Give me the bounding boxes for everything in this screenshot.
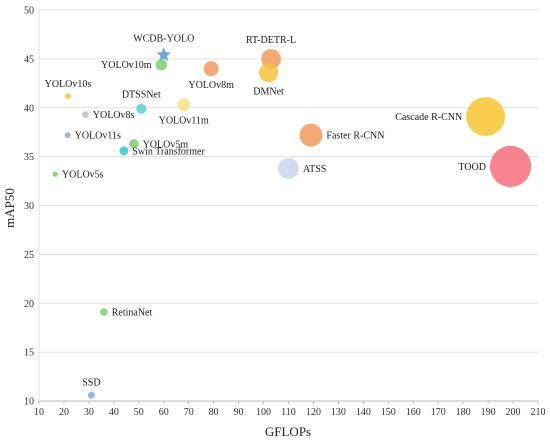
point-marker	[64, 132, 71, 139]
x-tick-label: 80	[209, 407, 219, 418]
y-tick-label: 45	[24, 54, 34, 65]
point-marker	[119, 146, 129, 156]
data-points	[52, 47, 532, 399]
y-tick-label: 10	[24, 397, 34, 408]
x-tick-label: 110	[281, 407, 296, 418]
point-marker	[155, 59, 167, 71]
point-label: DMNet	[253, 86, 284, 97]
point-label: YOLOv10s	[45, 79, 92, 90]
x-tick-label: 170	[431, 407, 446, 418]
x-tick-label: 150	[381, 407, 396, 418]
point-label: YOLOv8s	[93, 110, 135, 121]
point-marker	[203, 61, 219, 77]
point-marker	[489, 145, 532, 187]
y-tick-label: 40	[24, 103, 34, 114]
x-tick-label: 50	[134, 407, 144, 418]
point-label: SSD	[82, 378, 100, 389]
x-tick-label: 20	[59, 407, 69, 418]
point-marker	[136, 103, 147, 114]
x-tick-label: 180	[456, 407, 471, 418]
point-marker	[65, 93, 71, 99]
point-marker	[277, 157, 300, 179]
x-tick-label: 200	[506, 407, 521, 418]
point-label: YOLOv5s	[62, 170, 104, 181]
point-marker	[299, 123, 323, 147]
point-label: TOOD	[458, 162, 486, 173]
y-axis-title: mAP50	[2, 188, 17, 228]
grid-lines	[39, 9, 538, 402]
point-label: YOLOv5m	[143, 139, 189, 150]
point-marker	[129, 139, 139, 149]
point-label: YOLOv10m	[101, 60, 152, 71]
y-tick-label: 20	[24, 299, 34, 310]
point-marker	[177, 98, 191, 112]
point-labels: WCDB-YOLO YOLOv10m YOLOv8m RT-DETR-L DMNet YO…	[45, 33, 486, 388]
point-label: Swin Transformer	[132, 146, 205, 157]
point-label: YOLOv11s	[75, 131, 121, 142]
y-tick-label: 25	[24, 250, 34, 261]
x-tick-label: 30	[84, 407, 94, 418]
x-tick-label: 90	[234, 407, 244, 418]
point-label: RT-DETR-L	[246, 35, 296, 46]
point-label: RetinaNet	[112, 308, 153, 319]
point-label: Cascade R-CNN	[395, 112, 462, 123]
x-tick-label: 70	[184, 407, 194, 418]
y-tick-label: 35	[24, 152, 34, 163]
point-marker	[52, 171, 58, 177]
point-label: Faster R-CNN	[326, 131, 384, 142]
x-tick-label: 40	[109, 407, 119, 418]
y-tick-label: 50	[24, 6, 34, 17]
y-tick-label: 30	[24, 201, 34, 212]
point-label: YOLOv11m	[159, 115, 209, 126]
point-label: ATSS	[303, 164, 326, 175]
x-axis-title: GFLOPs	[265, 424, 311, 439]
x-tick-label: 10	[34, 407, 44, 418]
axes: 10 15 20 25 30 35 40 45 50 10 20 30 40 50 60 70 80 90 100 1…	[24, 6, 546, 419]
point-star-marker	[156, 47, 171, 62]
x-tick-label: 130	[331, 407, 346, 418]
point-marker	[100, 308, 108, 316]
x-tick-label: 120	[306, 407, 321, 418]
x-tick-label: 140	[356, 407, 371, 418]
x-tick-label: 100	[256, 407, 271, 418]
point-label: YOLOv8m	[188, 80, 234, 91]
point-marker	[87, 391, 95, 399]
point-label: WCDB-YOLO	[133, 33, 194, 44]
point-marker	[258, 62, 279, 83]
x-tick-label: 160	[406, 407, 421, 418]
x-tick-label: 210	[531, 407, 546, 418]
x-tick-label: 190	[481, 407, 496, 418]
point-marker	[466, 97, 505, 136]
y-tick-label: 15	[24, 348, 34, 359]
point-marker	[82, 111, 89, 118]
x-tick-label: 60	[159, 407, 169, 418]
point-label: DTSSNet	[122, 90, 161, 101]
